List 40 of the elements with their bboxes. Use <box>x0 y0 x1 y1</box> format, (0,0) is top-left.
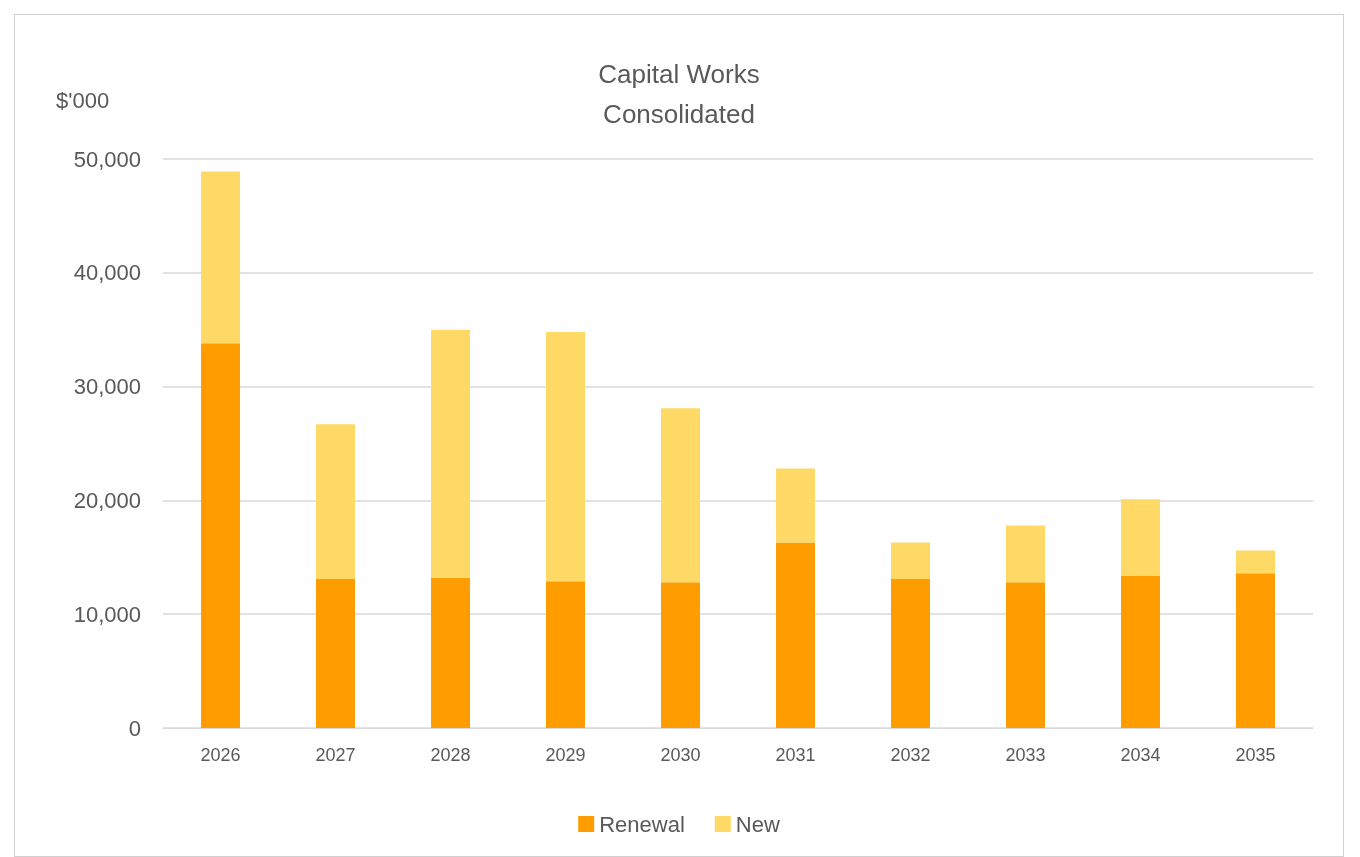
x-tick-label: 2030 <box>660 745 701 765</box>
chart-title: Capital Works Consolidated <box>598 59 760 129</box>
x-tick-label: 2035 <box>1235 745 1276 765</box>
bar <box>776 542 815 728</box>
bar <box>201 171 240 344</box>
y-tick-label: 0 <box>128 715 141 741</box>
bar <box>316 424 355 579</box>
y-tick-label: 50,000 <box>73 146 141 172</box>
y-tick-label: 40,000 <box>73 260 141 286</box>
bar <box>661 582 700 728</box>
x-tick-label: 2034 <box>1120 745 1161 765</box>
x-tick-label: 2029 <box>545 745 586 765</box>
y-tick-label: 30,000 <box>73 374 141 400</box>
x-tick-label: 2033 <box>1005 745 1046 765</box>
x-tick-label: 2026 <box>200 745 241 765</box>
bar <box>201 343 240 728</box>
bar <box>1236 573 1275 728</box>
legend-label: Renewal <box>599 811 685 837</box>
y-axis-title: $'000 <box>56 87 110 113</box>
bar <box>776 468 815 543</box>
x-tick-label: 2032 <box>890 745 931 765</box>
y-tick-label: 10,000 <box>73 601 141 627</box>
bar <box>1121 499 1160 576</box>
bar <box>1006 525 1045 583</box>
x-tick-label: 2031 <box>775 745 816 765</box>
y-tick-label: 20,000 <box>73 487 141 513</box>
bar <box>891 542 930 579</box>
bar <box>1121 575 1160 728</box>
bar <box>546 581 585 728</box>
bar <box>891 578 930 728</box>
bar <box>316 578 355 728</box>
x-tick-label: 2027 <box>315 745 356 765</box>
bar <box>1006 582 1045 728</box>
bar <box>1236 550 1275 574</box>
bar <box>546 331 585 582</box>
bar <box>431 577 470 728</box>
x-tick-label: 2028 <box>430 745 471 765</box>
bar <box>431 329 470 578</box>
bar <box>661 408 700 583</box>
legend-label: New <box>735 811 780 837</box>
